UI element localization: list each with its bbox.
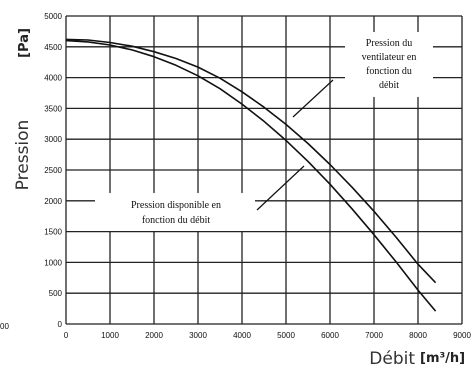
y-tick-label: 500 xyxy=(49,289,63,298)
y-tick-label: 0 xyxy=(58,320,63,329)
y-axis-label: Pression xyxy=(13,120,33,191)
x-tick-label: 2000 xyxy=(145,331,163,340)
y-tick-label: 4000 xyxy=(44,74,62,83)
annotation-fan-line-2: ventilateur en xyxy=(362,52,417,63)
annotation-fan-pressure: Pression du ventilateur en fonction du d… xyxy=(292,32,433,118)
y-tick-label: 3500 xyxy=(44,104,62,113)
x-tick-label: 9000 xyxy=(453,331,471,340)
y-tick-label: 5000 xyxy=(44,12,62,21)
annotation-available-pressure: Pression disponible en fonction du débit xyxy=(95,165,305,231)
x-axis-label: Débit xyxy=(369,349,415,369)
y-tick-label: 2000 xyxy=(44,197,62,206)
x-tick-labels: 0 1000 2000 3000 4000 5000 6000 7000 8000 9000 xyxy=(64,331,472,340)
y-tick-labels: 0 500 1000 1500 2000 2500 3000 3500 4000 4500 5000 xyxy=(44,12,62,329)
x-tick-label: 7000 xyxy=(365,331,383,340)
x-tick-label: 1000 xyxy=(101,331,119,340)
annotation-available-line-1: Pression disponible en xyxy=(131,200,221,211)
y-tick-label: 4500 xyxy=(44,43,62,52)
x-tick-label: 0 xyxy=(64,331,69,340)
y-tick-label: 2500 xyxy=(44,166,62,175)
x-tick-label: 3000 xyxy=(189,331,207,340)
annotation-fan-line-1: Pression du xyxy=(366,38,412,49)
annotation-available-line-2: fonction du débit xyxy=(142,215,211,226)
series-line-1 xyxy=(65,39,437,312)
y-tick-label: 1000 xyxy=(44,258,62,267)
x-axis-unit: [m³/h] xyxy=(420,351,465,366)
y-tick-label: 3000 xyxy=(44,135,62,144)
series-line-2 xyxy=(65,38,437,284)
series-lines xyxy=(65,38,437,312)
annotation-fan-line-4: débit xyxy=(379,80,399,91)
x-tick-label: 6000 xyxy=(321,331,339,340)
x-tick-label: 4000 xyxy=(233,331,251,340)
x-tick-label: 5000 xyxy=(277,331,295,340)
y-axis-unit: [Pa] xyxy=(17,28,32,58)
annotation-fan-line-3: fonction du xyxy=(366,66,412,77)
annotation-available-pointer xyxy=(256,165,305,211)
x-tick-label: 8000 xyxy=(409,331,427,340)
annotation-fan-pointer xyxy=(292,79,334,118)
stray-cropped-label: 00 xyxy=(0,322,9,331)
y-tick-label: 1500 xyxy=(44,228,62,237)
